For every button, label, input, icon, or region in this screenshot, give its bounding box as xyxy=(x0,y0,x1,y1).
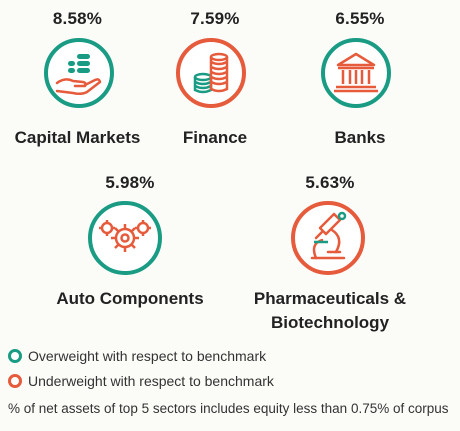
bank-building-icon xyxy=(321,38,391,108)
sector-percentage: 6.55% xyxy=(335,9,385,28)
legend-underweight: Underweight with respect to benchmark xyxy=(8,373,274,389)
legend-overweight-label: Overweight with respect to benchmark xyxy=(28,348,267,364)
sector-name-line-1: Pharmaceuticals & xyxy=(253,289,407,308)
sector-percentage: 8.58% xyxy=(52,9,103,28)
sector-percentage: 7.59% xyxy=(190,9,240,28)
microscope-icon xyxy=(291,201,365,275)
sector-name: Auto Components xyxy=(56,289,204,308)
sector-name: Capital Markets xyxy=(14,128,141,147)
sector-name: Banks xyxy=(334,128,386,147)
sector-name: Finance xyxy=(182,128,248,147)
footnote: % of net assets of top 5 sectors include… xyxy=(8,401,449,416)
sector-percentage: 5.98% xyxy=(105,173,155,192)
overweight-circle-icon xyxy=(8,349,22,363)
sector-name-line-2: Biotechnology xyxy=(270,313,390,332)
legend-underweight-label: Underweight with respect to benchmark xyxy=(28,373,274,389)
hand-coins-icon xyxy=(44,38,114,108)
gears-icon xyxy=(88,201,162,275)
underweight-circle-icon xyxy=(8,374,22,388)
sector-percentage: 5.63% xyxy=(305,173,355,192)
coin-stacks-icon xyxy=(176,38,246,108)
legend-overweight: Overweight with respect to benchmark xyxy=(8,348,266,364)
